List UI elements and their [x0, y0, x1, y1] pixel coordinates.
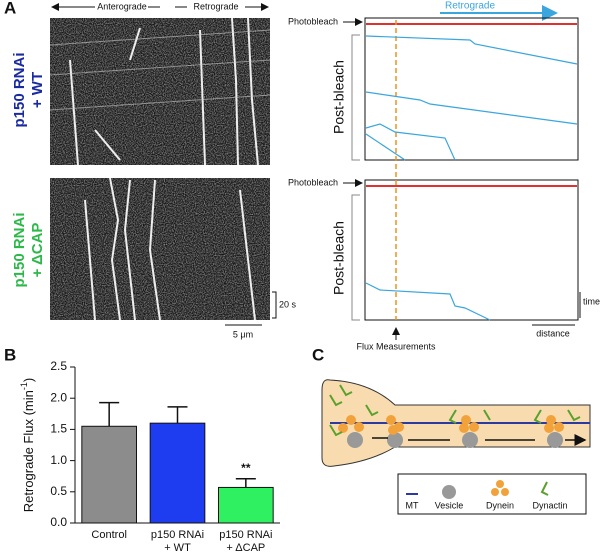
legend-label: Dynactin — [532, 500, 567, 510]
x-tick-label: + WT — [164, 542, 191, 554]
kymograph — [50, 177, 270, 321]
bracket — [351, 34, 360, 161]
annotation: Flux Measurements — [356, 341, 436, 351]
y-tick-label: 0.0 — [50, 515, 67, 529]
x-tick-label: p150 RNAi — [151, 529, 204, 541]
scale-bar — [272, 291, 277, 319]
schematic-box — [364, 179, 579, 321]
annotation: Post-bleach — [331, 60, 347, 134]
panel-label: C — [312, 345, 324, 364]
x-tick-label: Control — [91, 529, 126, 541]
legend-swatch — [540, 481, 549, 496]
x-tick-label: + ΔCAP — [226, 542, 265, 554]
legend-swatch — [442, 485, 456, 499]
y-tick-label: 1.0 — [50, 453, 67, 467]
y-axis-label-text: Retrograde Flux (min — [21, 390, 36, 512]
y-axis-label-end: ) — [21, 378, 36, 382]
annotation: Photobleach — [288, 16, 338, 26]
panel-label: B — [4, 345, 16, 364]
legend-label: Vesicle — [435, 500, 464, 510]
row-label: p150 RNAi — [11, 52, 28, 127]
y-tick-label: 1.5 — [50, 422, 67, 436]
significance-label: ** — [241, 461, 251, 475]
legend-label: MT — [406, 500, 419, 510]
direction-label: Retrograde — [193, 1, 238, 11]
y-tick-label: 2.5 — [50, 359, 67, 373]
bar — [149, 422, 206, 524]
scale-label: time — [583, 296, 600, 306]
annotation: Photobleach — [288, 177, 338, 187]
legend-label: Dynein — [486, 500, 514, 510]
direction-label: Retrograde — [445, 1, 495, 12]
legend-swatch — [491, 480, 509, 496]
row-label: + WT — [29, 72, 46, 108]
annotation: Post-bleach — [331, 221, 347, 295]
cargo — [329, 384, 585, 448]
y-tick-label: 0.5 — [50, 484, 67, 498]
trace — [365, 35, 578, 321]
x-tick-label: p150 RNAi — [219, 529, 272, 541]
row-label: + ΔCAP — [29, 223, 46, 278]
bar — [81, 425, 138, 524]
kymograph — [49, 17, 271, 166]
scale-label: 20 s — [279, 299, 297, 309]
schematic-box — [364, 17, 579, 161]
y-tick-label: 2.0 — [50, 390, 67, 404]
y-axis-label-sup: -1 — [19, 382, 29, 390]
y-axis-label: Retrograde Flux (min-1) — [19, 378, 36, 512]
bar — [218, 486, 274, 524]
direction-label: Anterograde — [97, 1, 147, 11]
scale-label: 5 μm — [233, 329, 253, 339]
panel-label: A — [4, 0, 16, 17]
row-label: p150 RNAi — [11, 212, 28, 287]
scale-label: distance — [536, 328, 570, 338]
bracket — [351, 194, 360, 321]
